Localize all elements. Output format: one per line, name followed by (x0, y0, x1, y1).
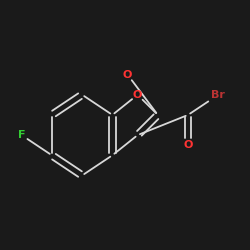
Text: O: O (133, 90, 142, 100)
Text: F: F (18, 130, 25, 140)
Text: Br: Br (212, 90, 225, 100)
Text: O: O (184, 140, 193, 150)
Text: O: O (123, 70, 132, 80)
